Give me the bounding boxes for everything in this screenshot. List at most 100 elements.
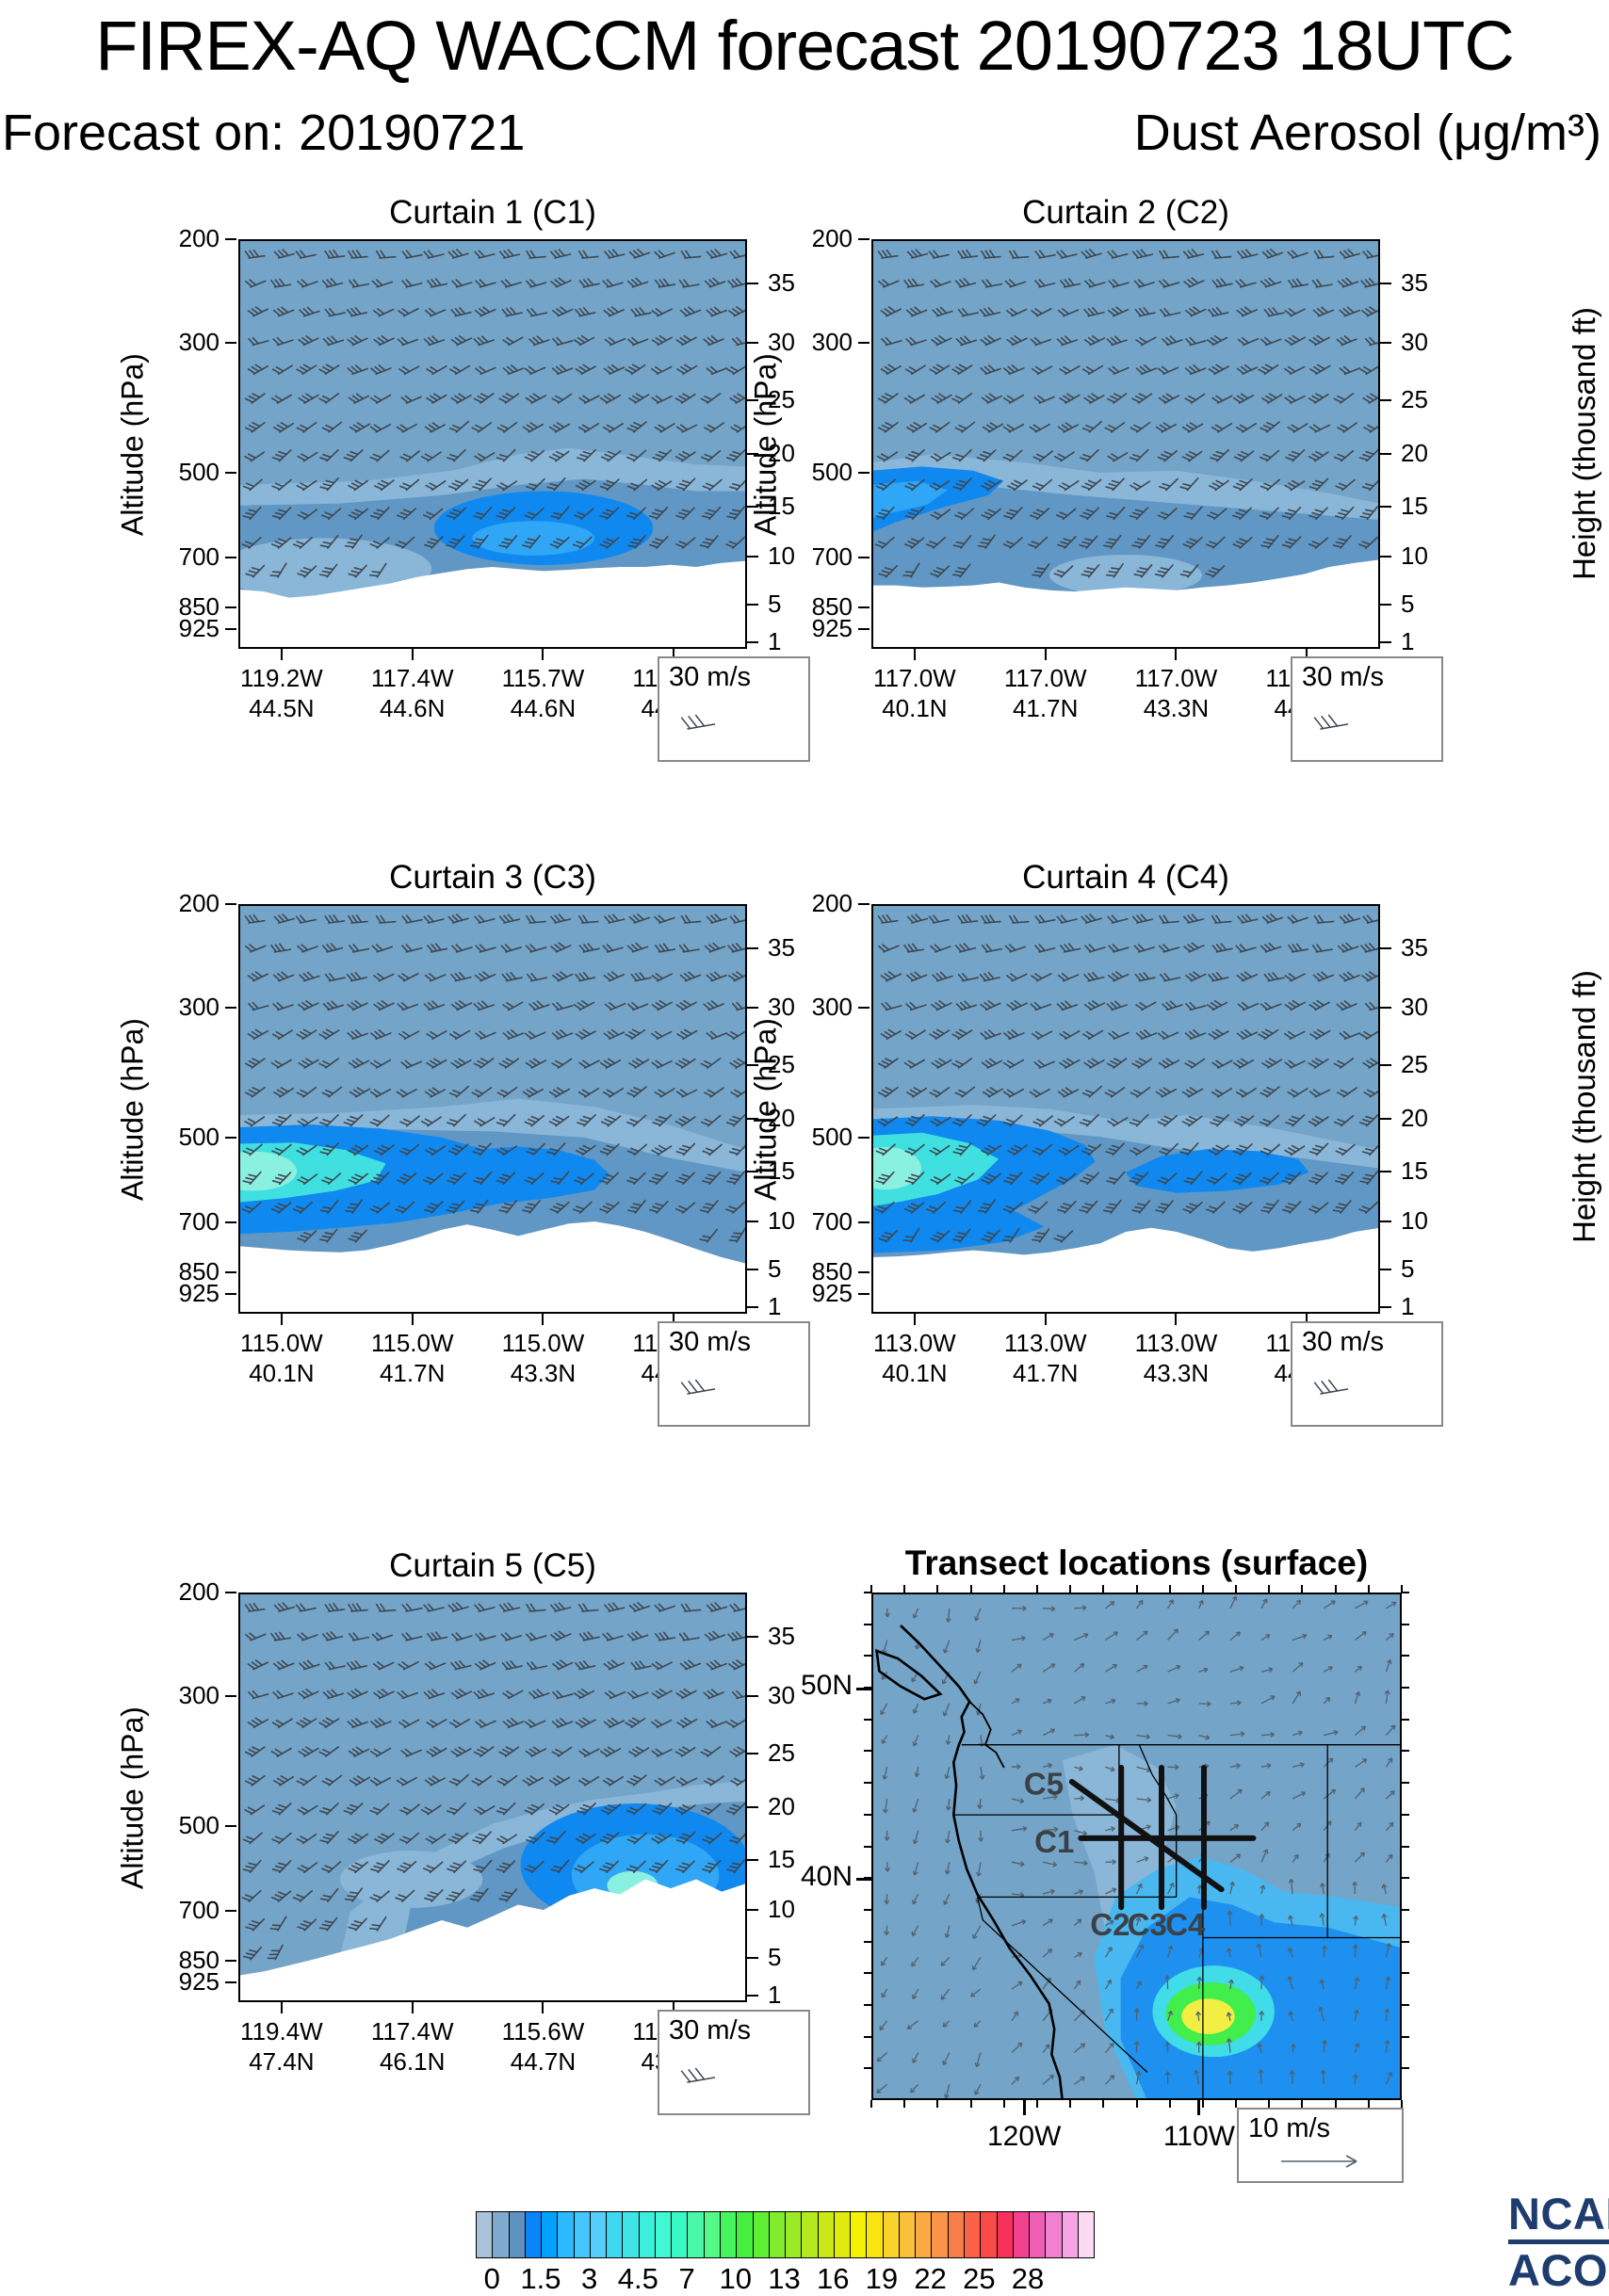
height-tick-label: 10 (768, 1206, 795, 1236)
map-minor-tick (1367, 2100, 1370, 2108)
panel-title: Curtain 4 (C4) (1022, 859, 1229, 896)
map-title: Transect locations (surface) (904, 1544, 1369, 1582)
height-tick (747, 1806, 758, 1809)
x-tick (1044, 649, 1047, 660)
colorbar-segment (948, 2212, 965, 2257)
map-minor-tick (1002, 2100, 1005, 2108)
curtain-plot-svg (238, 239, 747, 649)
colorbar-segment (1013, 2212, 1031, 2257)
height-tick-label: 15 (1401, 1156, 1428, 1186)
height-tick-label: 35 (768, 1621, 795, 1650)
colorbar-segment (607, 2212, 624, 2257)
colorbar-segment (558, 2212, 575, 2257)
map-minor-tick (936, 1585, 939, 1593)
transect-map-panel: Transect locations (surface) C1 C5 C2 C3 C4 50… (739, 1544, 1543, 2239)
map-minor-tick (936, 2100, 939, 2108)
map-minor-tick (1402, 1687, 1409, 1690)
colorbar-segment (818, 2212, 835, 2257)
height-tick-label: 25 (768, 384, 795, 413)
wind-reference-box: 30 m/s (1291, 656, 1443, 762)
height-tick-label: 15 (768, 492, 795, 521)
height-tick (747, 506, 758, 509)
height-tick (1380, 556, 1391, 558)
height-tick (1380, 1006, 1391, 1009)
lon-tick-label: 115.7W (501, 664, 585, 692)
height-tick (747, 341, 758, 344)
x-tick (542, 649, 544, 660)
height-tick-label: 20 (768, 1104, 795, 1133)
map-minor-tick (1035, 1585, 1038, 1593)
height-tick-label: 20 (1401, 1104, 1428, 1133)
map-lon-label: 120W (986, 2121, 1062, 2152)
map-minor-tick (1402, 1750, 1409, 1753)
height-tick (747, 1957, 758, 1960)
map-minor-tick (1402, 1940, 1409, 1943)
map-minor-tick (1069, 1585, 1072, 1593)
lat-tick-label: 41.7N (379, 1359, 446, 1387)
colorbar-segment (688, 2212, 705, 2257)
altitude-axis-label: Altitude (hPa) (748, 352, 783, 536)
height-tick (1380, 1118, 1391, 1121)
colorbar-segment (639, 2212, 656, 2257)
wind-reference-box: 30 m/s (658, 1321, 810, 1427)
colorbar-segment (525, 2212, 543, 2257)
map-minor-tick (1268, 2100, 1271, 2108)
pressure-tick-label: 850 (811, 1257, 853, 1286)
pressure-tick (225, 1293, 236, 1296)
height-tick (747, 1171, 758, 1173)
map-minor-tick (1168, 1585, 1171, 1593)
pressure-tick-label: 700 (178, 542, 219, 572)
pressure-tick (225, 1694, 236, 1697)
pressure-tick (858, 903, 870, 905)
pressure-tick (225, 238, 236, 240)
pressure-tick (858, 341, 870, 344)
colorbar-segment (769, 2212, 787, 2257)
map-minor-tick (870, 2100, 872, 2108)
colorbar-segment (981, 2212, 998, 2257)
plot-frame (871, 239, 1380, 649)
map-minor-tick (1102, 1585, 1105, 1593)
height-tick-label: 20 (768, 1792, 795, 1821)
pressure-tick-label: 700 (811, 1207, 853, 1237)
pressure-tick-label: 925 (811, 1279, 853, 1308)
colorbar-label: 22 (914, 2262, 947, 2295)
colorbar-label: 3 (581, 2262, 598, 2295)
wind-barb-icon (1313, 714, 1349, 730)
wind-barb-icon (680, 714, 716, 730)
colorbar-segment (672, 2212, 689, 2257)
pressure-tick-label: 300 (178, 992, 219, 1021)
x-tick (913, 1314, 916, 1325)
height-tick-label: 25 (768, 1049, 795, 1078)
lat-tick-label: 40.1N (882, 694, 948, 722)
pressure-tick-label: 200 (811, 889, 853, 917)
wind-reference-box: 30 m/s (658, 656, 810, 762)
height-tick (747, 398, 758, 401)
height-tick (1380, 641, 1391, 644)
height-tick (747, 1635, 758, 1638)
height-tick-label: 1 (768, 1981, 782, 2010)
height-tick-label: 5 (768, 590, 782, 619)
height-tick (747, 282, 758, 284)
height-tick (747, 1269, 758, 1271)
lat-tick-label: 47.4N (249, 2047, 315, 2076)
map-minor-tick (1402, 1782, 1409, 1785)
altitude-axis-label: Altitude (hPa) (115, 352, 150, 536)
x-tick (411, 2002, 414, 2013)
height-tick (1380, 398, 1391, 401)
lon-tick-label: 115.0W (501, 1329, 585, 1357)
colorbar-segment (1078, 2212, 1095, 2257)
lon-tick-label: 117.0W (1134, 664, 1218, 692)
wind-barbs-layer (241, 913, 747, 1243)
pressure-tick-label: 700 (811, 542, 853, 572)
map-minor-tick (1235, 2100, 1238, 2108)
map-minor-tick (1235, 1585, 1238, 1593)
wind-reference-label: 30 m/s (1302, 1327, 1385, 1357)
ncar-acom-logo: NCAR ACOM (1508, 2191, 1609, 2294)
lon-tick-label: 113.0W (873, 1329, 956, 1357)
lat-tick-label: 43.3N (1143, 694, 1210, 722)
lat-tick-label: 40.1N (249, 1359, 315, 1387)
lon-tick-label: 115.6W (501, 2017, 585, 2045)
map-minor-tick (870, 1585, 872, 1593)
map-minor-tick (864, 1750, 871, 1753)
